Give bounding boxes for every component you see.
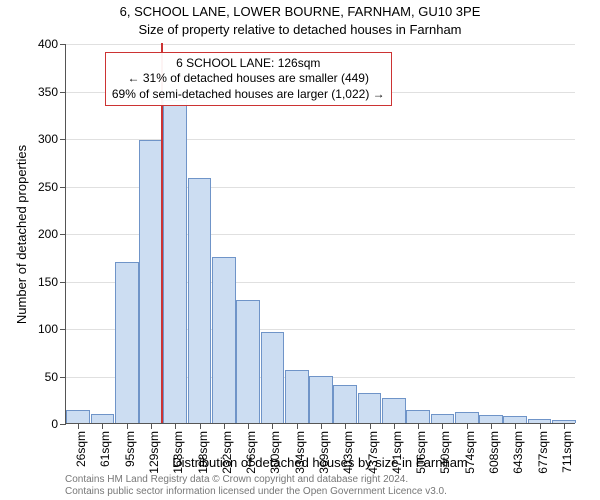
histogram-bar — [309, 376, 333, 424]
y-tick-label: 350 — [38, 85, 58, 99]
plot-area: 05010015020025030035040026sqm61sqm95sqm1… — [65, 44, 575, 424]
x-tick — [564, 423, 565, 429]
histogram-bar — [333, 385, 357, 423]
x-tick — [297, 423, 298, 429]
x-tick — [442, 423, 443, 429]
x-tick — [345, 423, 346, 429]
histogram-bar — [382, 398, 406, 423]
x-tick — [491, 423, 492, 429]
y-tick-label: 300 — [38, 132, 58, 146]
y-axis-label: Number of detached properties — [14, 44, 30, 424]
footer-line-2: Contains public sector information licen… — [65, 486, 447, 498]
histogram-bar — [163, 100, 187, 423]
callout-line-2: ← 31% of detached houses are smaller (44… — [112, 71, 385, 87]
chart-container: 6, SCHOOL LANE, LOWER BOURNE, FARNHAM, G… — [0, 0, 600, 500]
callout-line-1: 6 SCHOOL LANE: 126sqm — [112, 56, 385, 72]
footer-line-1: Contains HM Land Registry data © Crown c… — [65, 474, 447, 486]
x-tick — [102, 423, 103, 429]
histogram-bar — [115, 262, 139, 424]
x-tick — [418, 423, 419, 429]
x-tick — [540, 423, 541, 429]
histogram-bar — [91, 414, 115, 424]
y-tick — [60, 234, 66, 235]
y-tick-label: 200 — [38, 227, 58, 241]
title-line-1: 6, SCHOOL LANE, LOWER BOURNE, FARNHAM, G… — [0, 4, 600, 19]
grid-line — [66, 44, 575, 45]
histogram-bar — [479, 415, 503, 423]
y-tick-label: 400 — [38, 37, 58, 51]
y-tick — [60, 44, 66, 45]
y-tick-label: 50 — [45, 370, 58, 384]
y-tick-label: 100 — [38, 322, 58, 336]
y-axis-label-text: Number of detached properties — [15, 144, 30, 323]
x-tick — [370, 423, 371, 429]
histogram-bar — [431, 414, 455, 424]
histogram-bar — [188, 178, 212, 423]
histogram-bar — [212, 257, 236, 423]
footer-attribution: Contains HM Land Registry data © Crown c… — [65, 474, 447, 498]
x-tick — [78, 423, 79, 429]
x-tick — [200, 423, 201, 429]
y-tick — [60, 187, 66, 188]
x-tick — [248, 423, 249, 429]
x-tick — [175, 423, 176, 429]
y-tick — [60, 92, 66, 93]
y-tick — [60, 282, 66, 283]
x-axis-label: Distribution of detached houses by size … — [65, 455, 575, 470]
y-tick — [60, 139, 66, 140]
histogram-bar — [285, 370, 309, 423]
x-tick — [272, 423, 273, 429]
histogram-bar — [406, 410, 430, 423]
histogram-bar — [66, 410, 90, 423]
y-tick-label: 150 — [38, 275, 58, 289]
x-tick — [467, 423, 468, 429]
callout-box: 6 SCHOOL LANE: 126sqm← 31% of detached h… — [105, 52, 392, 107]
histogram-bar — [236, 300, 260, 424]
x-tick — [127, 423, 128, 429]
callout-line-3: 69% of semi-detached houses are larger (… — [112, 87, 385, 103]
x-tick — [394, 423, 395, 429]
x-tick — [151, 423, 152, 429]
y-tick — [60, 424, 66, 425]
x-tick — [515, 423, 516, 429]
histogram-bar — [139, 140, 163, 423]
histogram-bar — [455, 412, 479, 423]
x-tick — [224, 423, 225, 429]
histogram-bar — [503, 416, 527, 423]
y-tick-label: 250 — [38, 180, 58, 194]
y-tick-label: 0 — [51, 417, 58, 431]
y-tick — [60, 377, 66, 378]
title-line-2: Size of property relative to detached ho… — [0, 22, 600, 37]
x-tick — [321, 423, 322, 429]
histogram-bar — [261, 332, 285, 423]
histogram-bar — [358, 393, 382, 423]
y-tick — [60, 329, 66, 330]
